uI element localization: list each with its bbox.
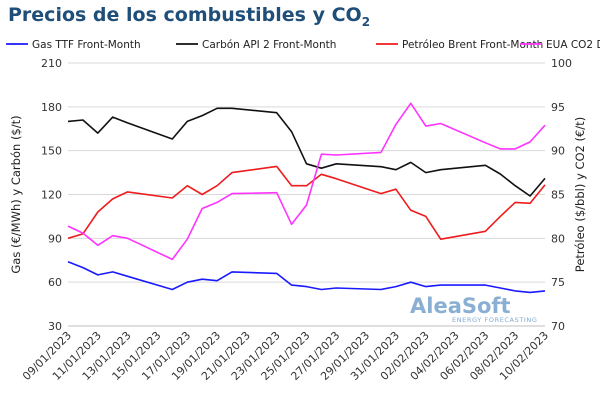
legend-label: Gas TTF Front-Month <box>32 39 141 51</box>
right-axis-label: Petróleo ($/bbl) y CO2 (€/t) <box>573 117 587 272</box>
right-tick-label: 90 <box>551 145 565 158</box>
legend-label: Petróleo Brent Front-Month <box>402 39 543 51</box>
right-tick-label: 100 <box>551 57 572 70</box>
left-axis-ticks: 30 60 90 120 150 180 210 <box>41 57 62 333</box>
x-axis-ticks: 09/01/202311/01/202313/01/202315/01/2023… <box>20 329 551 383</box>
chart-legend: Gas TTF Front-Month Carbón API 2 Front-Mo… <box>6 39 600 51</box>
legend-label: EUA CO2 Dic-22 <box>546 39 600 51</box>
watermark-tagline: ENERGY FORECASTING <box>452 316 538 324</box>
right-tick-label: 85 <box>551 189 565 202</box>
left-tick-label: 30 <box>48 320 62 333</box>
series-line <box>67 165 546 240</box>
legend-label: Carbón API 2 Front-Month <box>202 39 336 51</box>
right-tick-label: 70 <box>551 320 565 333</box>
chart-title: Precios de los combustibles y CO2 <box>8 4 371 29</box>
right-tick-label: 75 <box>551 276 565 289</box>
series-line <box>67 107 546 197</box>
aleasoft-logo: AleaSoft ENERGY FORECASTING <box>410 294 538 324</box>
left-tick-label: 90 <box>48 232 62 245</box>
watermark-brand: AleaSoft <box>410 294 511 318</box>
left-axis-label: Gas (€/MWh) y Carbón ($/t) <box>9 115 23 273</box>
left-tick-label: 60 <box>48 276 62 289</box>
right-axis-ticks: 70 75 80 85 90 95 100 <box>551 57 572 333</box>
left-tick-label: 210 <box>41 57 62 70</box>
left-tick-label: 150 <box>41 145 62 158</box>
series-line <box>67 260 546 294</box>
left-tick-label: 120 <box>41 189 62 202</box>
chart-grid <box>68 62 545 327</box>
right-tick-label: 80 <box>551 232 565 245</box>
series-line <box>67 102 546 261</box>
right-tick-label: 95 <box>551 101 565 114</box>
chart-series <box>67 102 546 294</box>
left-tick-label: 180 <box>41 101 62 114</box>
